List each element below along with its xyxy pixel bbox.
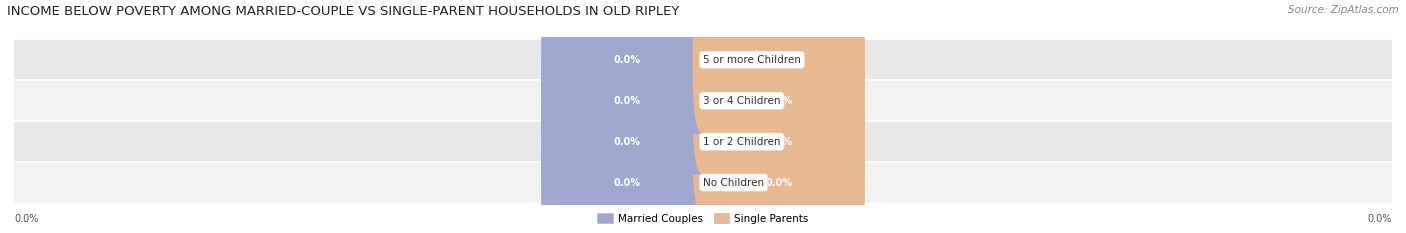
FancyBboxPatch shape (541, 68, 713, 216)
FancyBboxPatch shape (693, 109, 865, 233)
Text: 0.0%: 0.0% (14, 214, 38, 224)
Text: Source: ZipAtlas.com: Source: ZipAtlas.com (1288, 5, 1399, 15)
Bar (14, 80, 1392, 121)
Text: INCOME BELOW POVERTY AMONG MARRIED-COUPLE VS SINGLE-PARENT HOUSEHOLDS IN OLD RIP: INCOME BELOW POVERTY AMONG MARRIED-COUPL… (7, 5, 679, 18)
FancyBboxPatch shape (541, 109, 713, 233)
Text: 0.0%: 0.0% (613, 96, 641, 106)
Text: 0.0%: 0.0% (765, 55, 793, 65)
FancyBboxPatch shape (541, 27, 713, 175)
FancyBboxPatch shape (541, 0, 713, 134)
Text: 0.0%: 0.0% (613, 55, 641, 65)
Text: 0.0%: 0.0% (765, 178, 793, 188)
Text: 0.0%: 0.0% (1368, 214, 1392, 224)
Text: 0.0%: 0.0% (613, 178, 641, 188)
Bar (14, 121, 1392, 162)
Text: No Children: No Children (703, 178, 763, 188)
FancyBboxPatch shape (693, 0, 865, 134)
Legend: Married Couples, Single Parents: Married Couples, Single Parents (593, 209, 813, 228)
Text: 0.0%: 0.0% (765, 96, 793, 106)
Text: 0.0%: 0.0% (765, 137, 793, 147)
Bar (14, 162, 1392, 203)
Text: 5 or more Children: 5 or more Children (703, 55, 801, 65)
FancyBboxPatch shape (693, 68, 865, 216)
Text: 1 or 2 Children: 1 or 2 Children (703, 137, 780, 147)
Bar (14, 39, 1392, 80)
FancyBboxPatch shape (693, 27, 865, 175)
Text: 3 or 4 Children: 3 or 4 Children (703, 96, 780, 106)
Text: 0.0%: 0.0% (613, 137, 641, 147)
